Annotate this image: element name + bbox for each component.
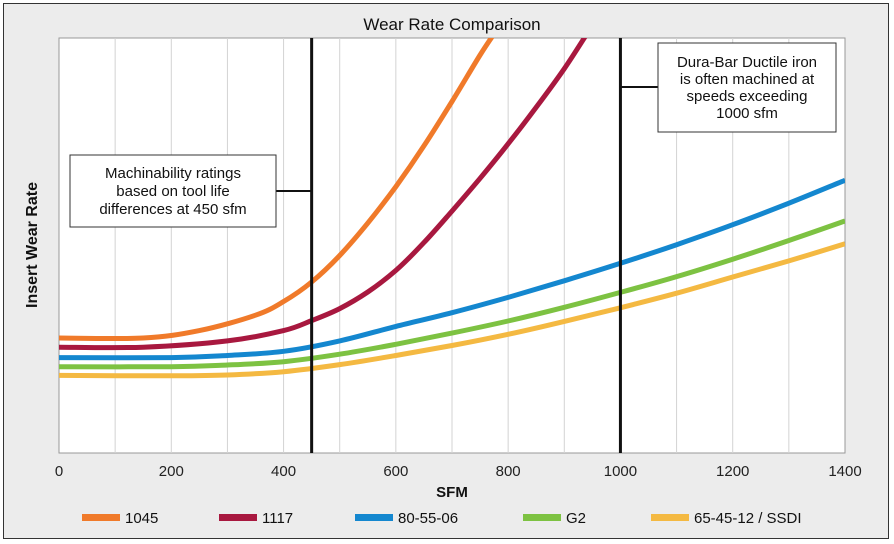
legend-label: G2 — [566, 510, 586, 527]
series-line-g2 — [59, 218, 845, 370]
legend-label: 1045 — [125, 510, 158, 527]
legend-label: 65-45-12 / SSDI — [694, 510, 802, 527]
x-tick-label: 1200 — [716, 463, 749, 480]
legend-label: 80-55-06 — [398, 510, 458, 527]
annotation-box — [657, 42, 837, 133]
annotation-text: Dura-Bar Ductile iron is often machined a… — [677, 54, 817, 122]
annotation-text: Machinability ratings based on tool life d… — [99, 165, 246, 218]
legend-swatch — [651, 514, 689, 521]
x-tick-label: 600 — [383, 463, 408, 480]
series-line-1117 — [59, 38, 588, 351]
x-tick-label: 1000 — [604, 463, 637, 480]
x-tick-label: 1400 — [828, 463, 861, 480]
legend-label: 1117 — [262, 510, 293, 527]
x-axis-label: SFM — [436, 484, 468, 501]
series-line-80-55-06 — [59, 177, 845, 361]
x-tick-label: 200 — [159, 463, 184, 480]
series-line-1045 — [59, 38, 495, 342]
legend-swatch — [523, 514, 561, 521]
chart-title: Wear Rate Comparison — [363, 15, 540, 34]
legend-swatch — [355, 514, 393, 521]
legend-swatch — [219, 514, 257, 521]
annotation-box — [69, 154, 277, 228]
y-axis-label: Insert Wear Rate — [24, 182, 41, 308]
x-tick-label: 400 — [271, 463, 296, 480]
series-line-65-45-12-ssdi — [59, 241, 845, 379]
x-tick-label: 800 — [496, 463, 521, 480]
x-tick-label: 0 — [55, 463, 63, 480]
legend-swatch — [82, 514, 120, 521]
